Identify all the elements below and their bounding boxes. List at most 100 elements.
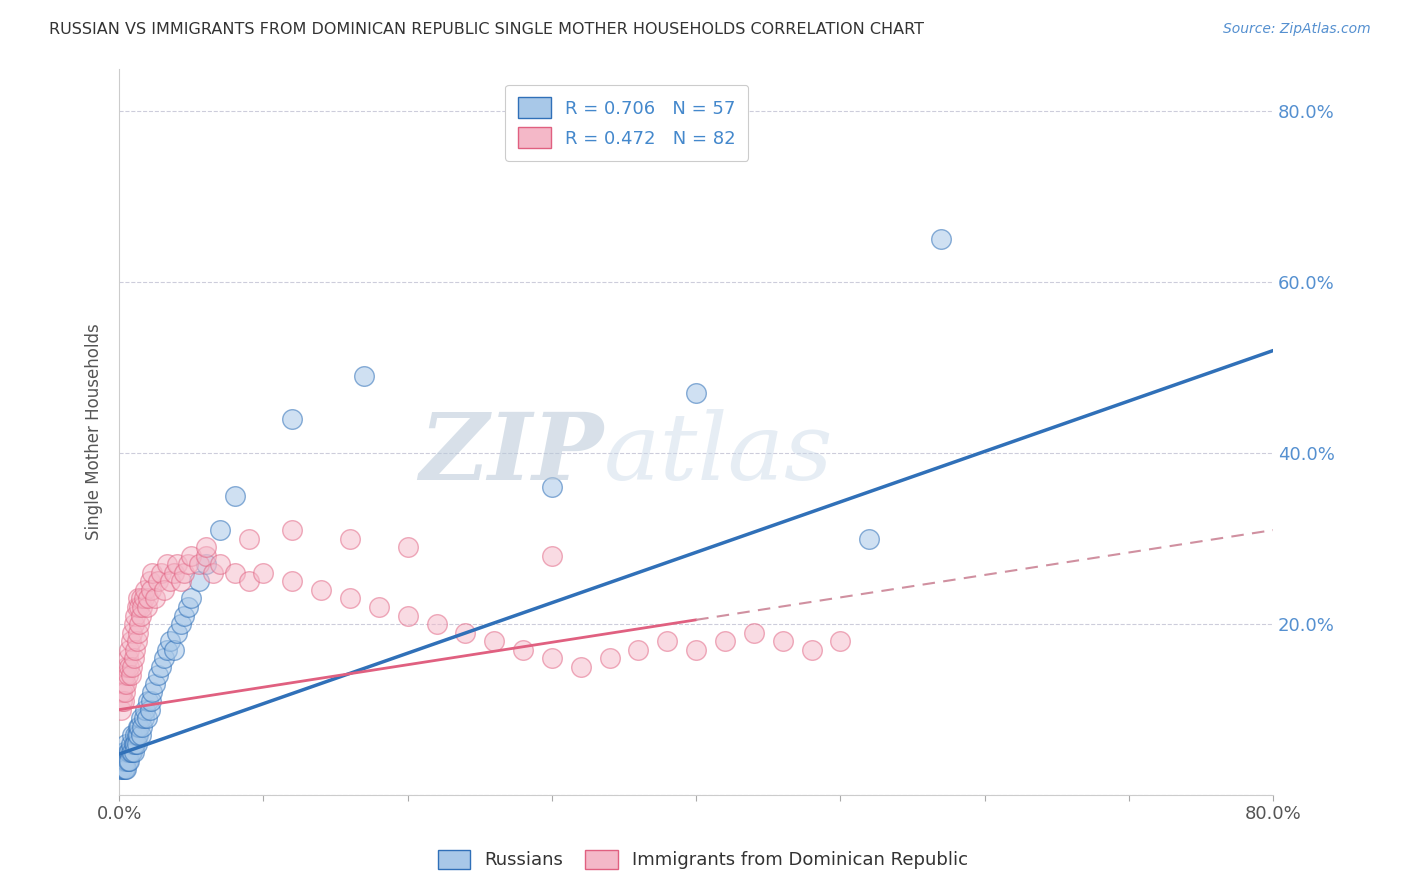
Point — [112, 694, 135, 708]
Point — [173, 608, 195, 623]
Point — [121, 745, 143, 759]
Point — [112, 745, 135, 759]
Text: Source: ZipAtlas.com: Source: ZipAtlas.com — [1223, 22, 1371, 37]
Point — [339, 532, 361, 546]
Point — [309, 582, 332, 597]
Point — [122, 617, 145, 632]
Point — [127, 625, 149, 640]
Point — [127, 728, 149, 742]
Point — [177, 558, 200, 572]
Point — [163, 642, 186, 657]
Point — [121, 728, 143, 742]
Point — [131, 720, 153, 734]
Point — [209, 523, 232, 537]
Point — [180, 549, 202, 563]
Point — [129, 711, 152, 725]
Point — [569, 660, 592, 674]
Point — [118, 642, 141, 657]
Point — [124, 642, 146, 657]
Point — [685, 386, 707, 401]
Point — [353, 369, 375, 384]
Y-axis label: Single Mother Households: Single Mother Households — [86, 324, 103, 541]
Point — [111, 754, 134, 768]
Point — [627, 642, 650, 657]
Point — [124, 608, 146, 623]
Point — [156, 642, 179, 657]
Point — [148, 574, 170, 589]
Point — [139, 694, 162, 708]
Point — [115, 754, 138, 768]
Point — [339, 591, 361, 606]
Point — [252, 566, 274, 580]
Point — [120, 745, 142, 759]
Point — [541, 549, 564, 563]
Point — [114, 668, 136, 682]
Point — [129, 728, 152, 742]
Point — [159, 634, 181, 648]
Point — [136, 694, 159, 708]
Point — [202, 566, 225, 580]
Point — [209, 558, 232, 572]
Point — [128, 600, 150, 615]
Point — [112, 754, 135, 768]
Point — [120, 634, 142, 648]
Point — [117, 754, 139, 768]
Point — [122, 737, 145, 751]
Point — [238, 532, 260, 546]
Point — [118, 754, 141, 768]
Point — [111, 685, 134, 699]
Legend: R = 0.706   N = 57, R = 0.472   N = 82: R = 0.706 N = 57, R = 0.472 N = 82 — [506, 85, 748, 161]
Point — [115, 677, 138, 691]
Point — [194, 558, 217, 572]
Point — [117, 668, 139, 682]
Text: RUSSIAN VS IMMIGRANTS FROM DOMINICAN REPUBLIC SINGLE MOTHER HOUSEHOLDS CORRELATI: RUSSIAN VS IMMIGRANTS FROM DOMINICAN REP… — [49, 22, 924, 37]
Point — [129, 591, 152, 606]
Point — [120, 737, 142, 751]
Point — [194, 549, 217, 563]
Point — [112, 763, 135, 777]
Point — [115, 737, 138, 751]
Point — [541, 480, 564, 494]
Point — [136, 591, 159, 606]
Point — [124, 728, 146, 742]
Point — [128, 720, 150, 734]
Point — [125, 728, 148, 742]
Point — [121, 625, 143, 640]
Point — [117, 745, 139, 759]
Point — [396, 540, 419, 554]
Point — [156, 558, 179, 572]
Point — [224, 489, 246, 503]
Point — [512, 642, 534, 657]
Point — [110, 763, 132, 777]
Point — [159, 574, 181, 589]
Point — [128, 617, 150, 632]
Point — [134, 582, 156, 597]
Point — [163, 566, 186, 580]
Point — [115, 763, 138, 777]
Point — [134, 703, 156, 717]
Point — [127, 720, 149, 734]
Point — [118, 745, 141, 759]
Point — [143, 677, 166, 691]
Point — [111, 694, 134, 708]
Point — [541, 651, 564, 665]
Point — [657, 634, 679, 648]
Point — [111, 763, 134, 777]
Point — [135, 711, 157, 725]
Point — [281, 412, 304, 426]
Point — [141, 685, 163, 699]
Point — [114, 685, 136, 699]
Point — [150, 660, 173, 674]
Legend: Russians, Immigrants from Dominican Republic: Russians, Immigrants from Dominican Repu… — [429, 840, 977, 879]
Point — [931, 232, 953, 246]
Point — [367, 600, 389, 615]
Point — [714, 634, 737, 648]
Point — [685, 642, 707, 657]
Point — [138, 703, 160, 717]
Point — [153, 582, 176, 597]
Point — [125, 634, 148, 648]
Point — [396, 608, 419, 623]
Point — [858, 532, 880, 546]
Point — [224, 566, 246, 580]
Point — [484, 634, 506, 648]
